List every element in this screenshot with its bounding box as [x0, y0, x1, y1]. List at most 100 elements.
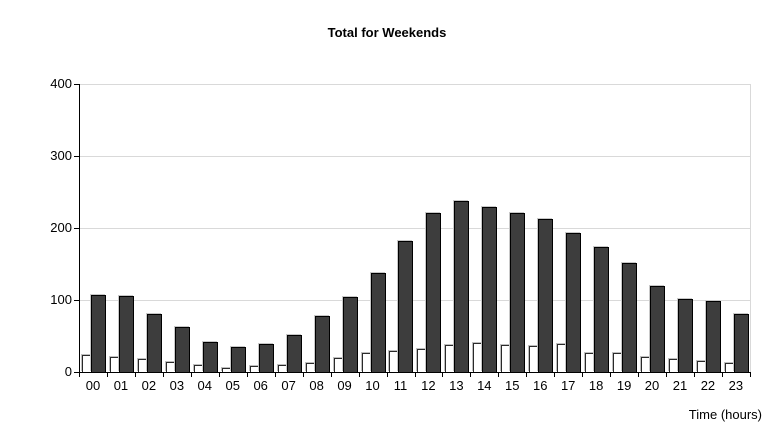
bars-container [80, 84, 751, 372]
x-axis-tick-label: 23 [728, 378, 744, 393]
x-axis-tick-label: 02 [141, 378, 157, 393]
bar-group-14 [471, 207, 499, 372]
bar-group-13 [443, 201, 471, 372]
x-axis-tick-mark [79, 373, 80, 377]
bar-group-19 [611, 263, 639, 372]
y-axis-tick-label: 400 [50, 76, 72, 91]
bar-14-series-dark [482, 207, 498, 372]
bar-group-10 [360, 273, 388, 372]
y-axis-tick-label: 100 [50, 292, 72, 307]
bar-00-series-dark [90, 295, 106, 372]
x-axis-tick-mark [498, 373, 499, 377]
bar-group-23 [723, 314, 751, 372]
x-axis-tick-label: 21 [672, 378, 688, 393]
x-axis-title: Time (hours) [688, 407, 762, 422]
y-axis-tick-mark [74, 300, 79, 301]
x-axis-tick-label: 13 [449, 378, 464, 393]
x-axis-tick-label: 19 [616, 378, 632, 393]
x-axis-tick-mark [247, 373, 248, 377]
bar-group-22 [695, 301, 723, 372]
bar-group-15 [499, 213, 527, 372]
x-axis-tick-label: 01 [113, 378, 129, 393]
x-axis-tick-mark [163, 373, 164, 377]
bar-group-09 [332, 297, 360, 372]
x-axis-tick-label: 17 [560, 378, 576, 393]
x-axis-tick-mark [526, 373, 527, 377]
x-axis-tick-mark [582, 373, 583, 377]
x-axis-tick-mark [135, 373, 136, 377]
bar-22-series-dark [705, 301, 721, 372]
bar-19-series-dark [622, 263, 638, 372]
x-axis-tick-mark [107, 373, 108, 377]
x-axis-tick-mark [750, 373, 751, 377]
x-axis-tick-label: 05 [225, 378, 240, 393]
x-axis-tick-mark [331, 373, 332, 377]
y-axis-tick-mark [74, 372, 79, 373]
x-axis-tick-label: 16 [532, 378, 548, 393]
bar-group-08 [304, 316, 332, 372]
x-axis-tick-label: 06 [253, 378, 268, 393]
bar-13-series-dark [454, 201, 470, 372]
x-axis-tick-mark [359, 373, 360, 377]
gridline [80, 84, 751, 85]
bar-group-17 [555, 233, 583, 372]
bar-group-18 [583, 247, 611, 372]
x-axis-tick-label: 12 [421, 378, 436, 393]
bar-21-series-dark [677, 299, 693, 372]
x-axis-tick-mark [694, 373, 695, 377]
bar-group-03 [164, 327, 192, 372]
bar-group-00 [80, 295, 108, 372]
bar-06-series-dark [258, 344, 274, 372]
bar-group-01 [108, 296, 136, 372]
chart-title: Total for Weekends [327, 25, 447, 40]
bar-group-21 [667, 299, 695, 372]
bar-20-series-dark [650, 286, 666, 372]
bar-02-series-dark [146, 314, 162, 372]
plot-area [79, 84, 751, 373]
x-axis-tick-label: 15 [505, 378, 520, 393]
bar-15-series-dark [510, 213, 526, 372]
bar-group-12 [415, 213, 443, 372]
x-axis-tick-label: 20 [644, 378, 660, 393]
bar-23-series-dark [733, 314, 749, 372]
bar-group-06 [248, 344, 276, 372]
y-axis-tick-mark [74, 84, 79, 85]
bar-07-series-dark [286, 335, 302, 372]
y-axis-tick-mark [74, 228, 79, 229]
x-axis-labels: 00 01 02 03 04 05 06 07 08 09 10 11 12 13 14 15 16 17 18 19… [79, 378, 750, 393]
x-axis-tick-label: 00 [85, 378, 101, 393]
x-axis-tick-label: 11 [393, 378, 408, 393]
plot-right-border [750, 84, 751, 372]
y-axis-tick-mark [74, 156, 79, 157]
x-axis-tick-mark [275, 373, 276, 377]
x-axis-tick-mark [470, 373, 471, 377]
bar-12-series-dark [426, 213, 442, 372]
gridline [80, 300, 751, 301]
x-axis-tick-mark [722, 373, 723, 377]
x-axis-tick-mark [303, 373, 304, 377]
x-axis-tick-mark [610, 373, 611, 377]
bar-11-series-dark [398, 241, 414, 372]
bar-17-series-dark [566, 233, 582, 372]
bar-group-05 [220, 347, 248, 372]
y-axis-tick-label: 300 [50, 148, 72, 163]
bar-08-series-dark [314, 316, 330, 372]
x-axis-tick-mark [191, 373, 192, 377]
bar-group-20 [639, 286, 667, 372]
x-axis-tick-label: 08 [309, 378, 324, 393]
bar-18-series-dark [594, 247, 610, 372]
bar-16-series-dark [538, 219, 554, 372]
bar-group-04 [192, 342, 220, 372]
bar-group-16 [527, 219, 555, 372]
x-axis-tick-label: 07 [281, 378, 296, 393]
y-axis-tick-label: 200 [50, 220, 72, 235]
bar-01-series-dark [118, 296, 134, 372]
x-axis-tick-mark [219, 373, 220, 377]
gridline [80, 228, 751, 229]
x-axis-tick-mark [666, 373, 667, 377]
gridline [80, 156, 751, 157]
bar-group-07 [276, 335, 304, 372]
bar-group-11 [387, 241, 415, 372]
bar-group-02 [136, 314, 164, 372]
